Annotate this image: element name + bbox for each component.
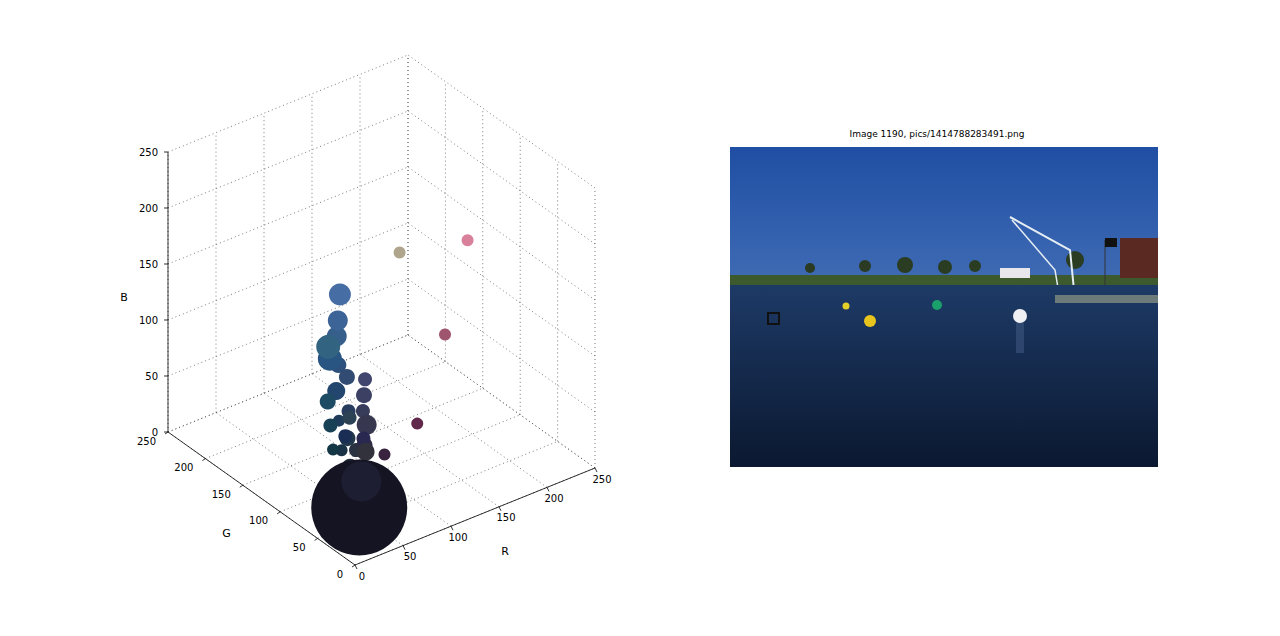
- svg-text:150: 150: [139, 259, 158, 270]
- svg-text:250: 250: [136, 435, 156, 447]
- svg-text:100: 100: [139, 315, 158, 326]
- svg-text:250: 250: [139, 147, 158, 158]
- svg-text:200: 200: [544, 493, 563, 504]
- svg-text:250: 250: [592, 474, 611, 485]
- svg-text:150: 150: [212, 489, 231, 500]
- svg-text:0: 0: [359, 571, 365, 582]
- svg-text:B: B: [120, 291, 128, 304]
- svg-text:100: 100: [249, 515, 268, 526]
- svg-text:R: R: [501, 545, 509, 558]
- svg-text:0: 0: [152, 427, 158, 438]
- svg-text:0: 0: [337, 569, 343, 580]
- svg-text:200: 200: [174, 462, 193, 473]
- svg-text:50: 50: [293, 542, 306, 553]
- svg-text:50: 50: [404, 551, 417, 562]
- svg-text:200: 200: [139, 203, 158, 214]
- svg-text:50: 50: [145, 371, 158, 382]
- svg-text:100: 100: [448, 532, 467, 543]
- svg-text:Image 1190, pics/1414788283491: Image 1190, pics/1414788283491.png: [850, 129, 1025, 139]
- svg-text:150: 150: [496, 512, 515, 523]
- svg-text:G: G: [222, 527, 231, 540]
